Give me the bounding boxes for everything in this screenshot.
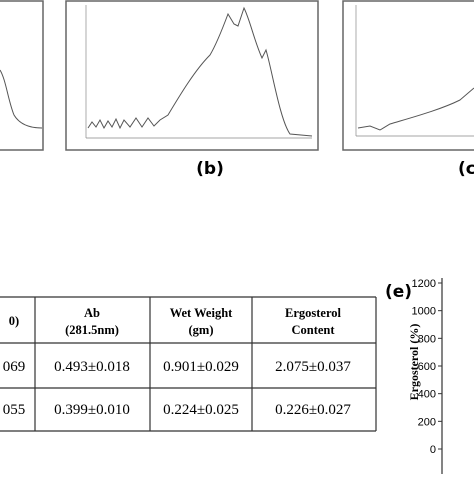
header-cell: Wet Weight — [170, 306, 233, 320]
header-cell: (gm) — [189, 323, 214, 337]
y-tick-label: 800 — [418, 333, 436, 345]
spectrum-a — [0, 0, 44, 151]
table-cell: 0.224±0.025 — [163, 402, 239, 418]
y-tick-label: 400 — [418, 389, 436, 401]
table-cell: 0.901±0.029 — [163, 359, 239, 375]
y-tick-label: 200 — [418, 416, 436, 428]
y-tick-label: 600 — [418, 361, 436, 373]
spectrum-c — [342, 0, 474, 151]
panel-label: (b) — [196, 159, 224, 179]
y-tick-label: 1200 — [412, 278, 436, 290]
header-cell: Content — [291, 323, 335, 337]
table-cell: 2.075±0.037 — [275, 359, 351, 375]
header-cell: 0) — [9, 314, 19, 328]
spectrum-b — [65, 0, 319, 151]
header-cell: (281.5nm) — [65, 323, 119, 337]
table-cell: 0.226±0.027 — [275, 402, 351, 418]
y-tick-label: 1000 — [412, 306, 436, 318]
table-cell: 069 — [3, 359, 26, 375]
panel-label: (c — [458, 159, 474, 179]
table-cell: 0.399±0.010 — [54, 402, 130, 418]
y-axis-label: Ergosterol (%) — [407, 324, 421, 401]
table — [0, 296, 377, 432]
header-cell: Ab — [84, 306, 100, 320]
header-cell: Ergosterol — [285, 306, 342, 320]
table-cell: 0.493±0.018 — [54, 359, 130, 375]
panel-label: (e) — [385, 282, 412, 302]
table-cell: 055 — [3, 402, 26, 418]
y-tick-label: 0 — [430, 444, 436, 456]
